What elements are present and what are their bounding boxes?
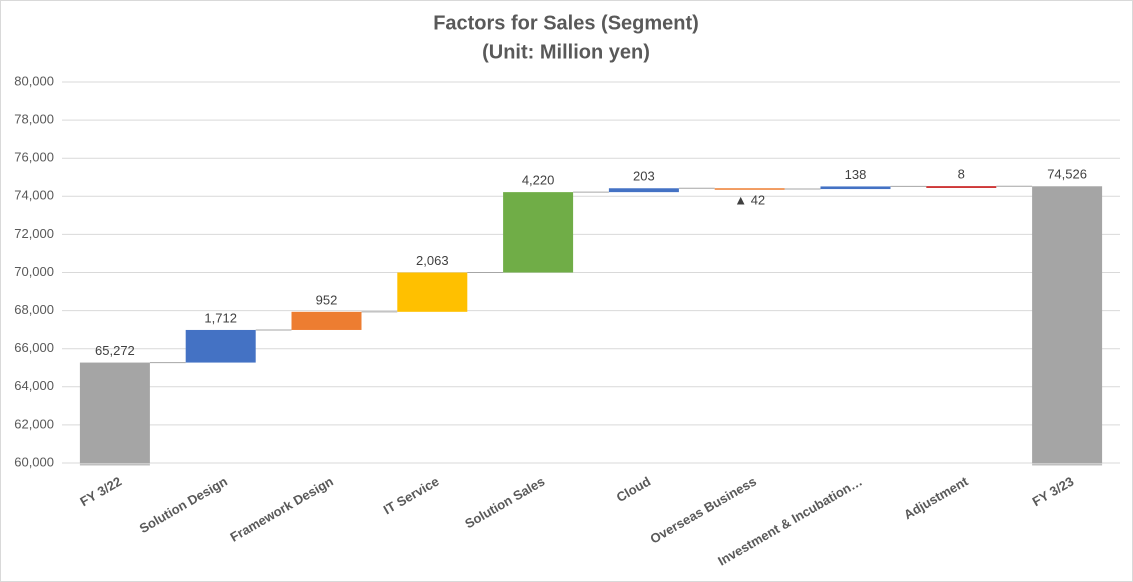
value-label: 203 — [633, 169, 655, 184]
y-tick-label: 72,000 — [14, 226, 54, 241]
value-label: 2,063 — [416, 253, 449, 268]
bar — [1032, 186, 1103, 463]
bar — [714, 188, 785, 190]
bar — [397, 272, 468, 312]
value-label: ▲ 42 — [734, 192, 765, 207]
y-tick-label: 68,000 — [14, 302, 54, 317]
y-tick-label: 60,000 — [14, 454, 54, 469]
value-label: 952 — [316, 292, 338, 307]
y-tick-label: 70,000 — [14, 264, 54, 279]
bar — [926, 186, 997, 188]
value-label: 138 — [845, 167, 867, 182]
y-tick-label: 74,000 — [14, 188, 54, 203]
bar — [79, 362, 150, 463]
bar — [291, 311, 362, 330]
value-label: 65,272 — [95, 343, 135, 358]
value-label: 1,712 — [204, 310, 237, 325]
bar — [820, 186, 891, 190]
y-tick-label: 62,000 — [14, 416, 54, 431]
bar — [185, 329, 256, 363]
y-tick-label: 64,000 — [14, 378, 54, 393]
chart-subtitle: (Unit: Million yen) — [482, 41, 650, 63]
bar — [608, 188, 679, 193]
bar — [503, 192, 574, 273]
y-tick-label: 78,000 — [14, 112, 54, 127]
y-tick-label: 76,000 — [14, 150, 54, 165]
chart-title: Factors for Sales (Segment) — [433, 12, 699, 34]
value-label: 74,526 — [1047, 167, 1087, 182]
value-label: 4,220 — [522, 173, 555, 188]
y-tick-label: 80,000 — [14, 73, 54, 88]
y-tick-label: 66,000 — [14, 340, 54, 355]
value-label: 8 — [958, 167, 965, 182]
